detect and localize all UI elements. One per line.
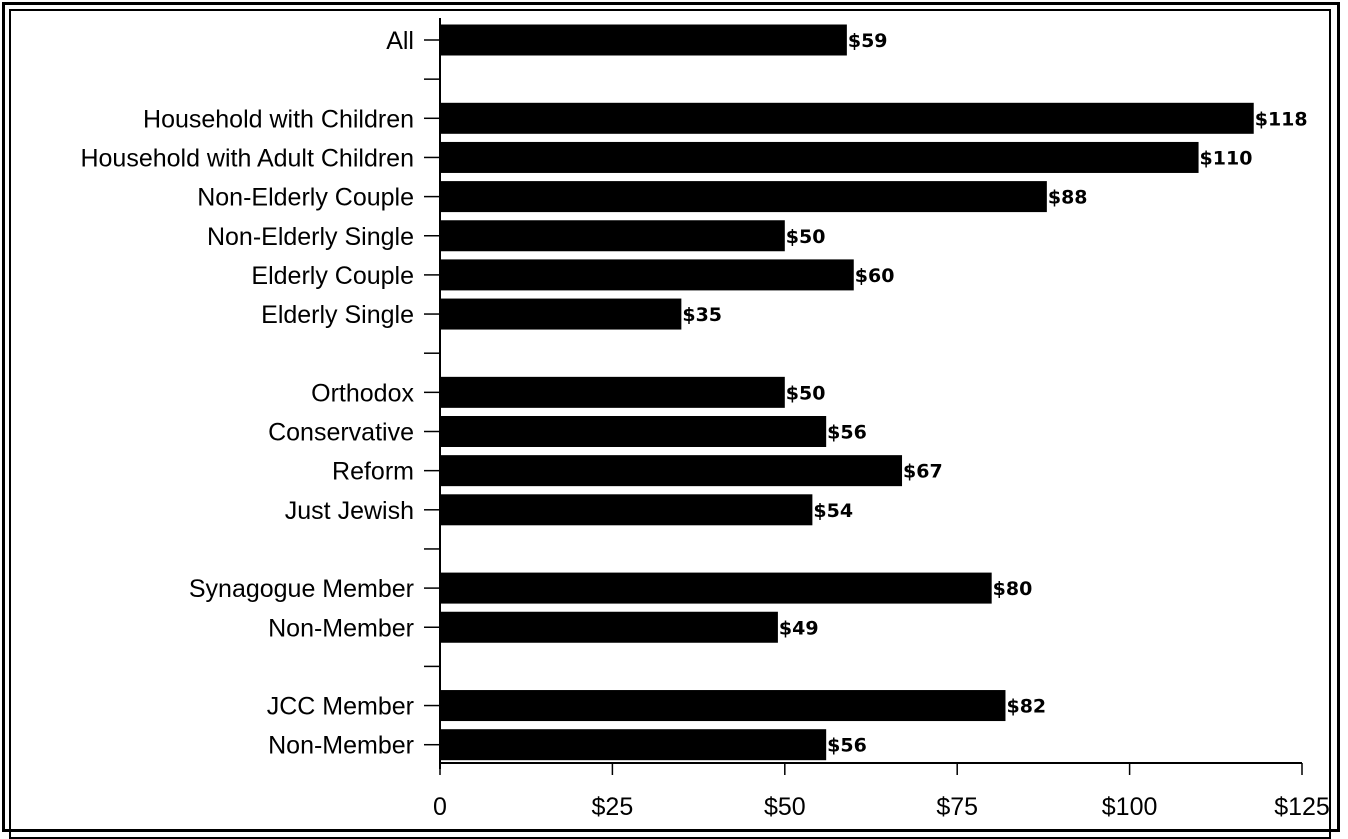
value-label: $80: [993, 578, 1033, 600]
x-tick-label: $25: [592, 793, 634, 821]
value-label: $54: [813, 500, 853, 522]
category-label: Non-Elderly Single: [207, 223, 414, 251]
category-label: Elderly Couple: [251, 262, 414, 290]
x-tick-label: $50: [764, 793, 806, 821]
x-tick-label: $100: [1102, 793, 1158, 821]
value-label: $118: [1255, 108, 1308, 130]
bar: [440, 102, 1254, 134]
value-label: $110: [1200, 147, 1253, 169]
bar: [440, 572, 992, 604]
x-tick-label: 0: [433, 793, 447, 821]
category-label: Household with Children: [143, 105, 414, 133]
bar: [440, 220, 785, 252]
bar: [440, 24, 847, 56]
bar: [440, 376, 785, 408]
bar: [440, 298, 682, 330]
category-label: Orthodox: [311, 379, 414, 407]
value-label: $49: [779, 617, 819, 639]
category-label: Reform: [332, 458, 414, 486]
bar: [440, 455, 903, 487]
category-label: Household with Adult Children: [80, 144, 414, 172]
value-label: $35: [682, 304, 722, 326]
x-tick-label: $75: [936, 793, 978, 821]
value-label: $82: [1006, 696, 1046, 718]
bar: [440, 690, 1006, 722]
category-label: All: [386, 27, 414, 55]
bar: [440, 729, 827, 761]
bar: [440, 141, 1199, 173]
category-label: Non-Member: [268, 614, 414, 642]
bar: [440, 259, 854, 291]
bar: [440, 416, 827, 447]
bar: [440, 611, 778, 643]
value-label: $50: [786, 382, 826, 404]
value-label: $67: [903, 461, 943, 483]
category-label: Synagogue Member: [189, 575, 414, 603]
value-label: $56: [827, 735, 867, 757]
x-tick-label: $125: [1274, 793, 1330, 821]
bar: [440, 181, 1047, 213]
value-label: $50: [786, 226, 826, 248]
value-label: $88: [1048, 187, 1088, 209]
category-label: Non-Member: [268, 732, 414, 760]
bar: [440, 494, 813, 526]
value-label: $56: [827, 422, 867, 444]
category-label: Just Jewish: [285, 497, 414, 525]
category-label: JCC Member: [267, 693, 414, 721]
category-label: Non-Elderly Couple: [197, 184, 414, 212]
category-label: Elderly Single: [261, 301, 414, 329]
value-label: $59: [848, 30, 888, 52]
category-label: Conservative: [268, 419, 414, 447]
value-label: $60: [855, 265, 895, 287]
